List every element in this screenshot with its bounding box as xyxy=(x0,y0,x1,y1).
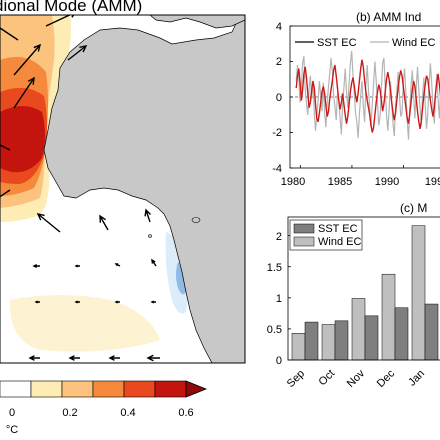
monthly-legend-sst: SST EC xyxy=(318,223,358,235)
legend-sst-bar-swatch xyxy=(293,223,315,234)
index-ytick-0: 4 xyxy=(276,21,282,33)
colorbar-tick-2: 0.4 xyxy=(120,407,135,419)
wind-arrow-19 xyxy=(68,355,80,361)
colorbar-box-4 xyxy=(123,380,156,398)
wind-vectors xyxy=(0,15,160,362)
wind-arrow-4 xyxy=(0,189,11,198)
wind-arrow-0 xyxy=(0,27,19,41)
colorbar-extend-arrow xyxy=(185,380,208,398)
wind-arrow-14 xyxy=(34,300,40,304)
wind-arrow-12 xyxy=(114,263,121,267)
wind-arrow-7 xyxy=(36,213,61,233)
colorbar-unit: °C xyxy=(6,424,18,436)
wind-arrow-20 xyxy=(108,355,120,361)
monthly-ytick-0: 0 xyxy=(276,355,282,367)
sst-patch-south xyxy=(9,295,160,352)
colorbar-tick-0: 0 xyxy=(9,407,15,419)
monthly-title: (c) M xyxy=(400,201,427,215)
monthly-xtick-jan: Jan xyxy=(406,368,427,389)
bar-sst-sep xyxy=(304,321,319,361)
monthly-xtick-dec: Dec xyxy=(375,367,398,390)
index-title: (b) AMM Ind xyxy=(356,10,421,24)
bar-sst-oct xyxy=(334,320,349,361)
index-xtick-2: 1990 xyxy=(375,176,399,188)
wind-arrow-17 xyxy=(150,300,156,304)
wind-arrow-10 xyxy=(32,264,40,268)
index-xtick-1: 1985 xyxy=(328,176,352,188)
monthly-xtick-nov: Nov xyxy=(345,367,368,390)
colorbar: 0 0.2 0.4 0.6 °C xyxy=(0,380,208,436)
sst-ec-line xyxy=(295,59,440,133)
map-title: dional Mode (AMM) xyxy=(0,0,142,15)
monthly-ytick-2: 1 xyxy=(276,293,282,305)
index-panel: (b) AMM Ind SST EC Wind EC 4 2 0 -2 -4 1… xyxy=(272,10,440,188)
monthly-legend-wind: Wind EC xyxy=(318,236,361,248)
colorbar-box-0 xyxy=(0,380,32,398)
colorbar-tick-1: 0.2 xyxy=(62,407,77,419)
monthly-xtick-sep: Sep xyxy=(285,368,307,390)
index-ytick-4: -4 xyxy=(272,163,282,175)
legend-wind-label: Wind EC xyxy=(392,37,435,49)
wind-ec-line xyxy=(295,50,440,140)
colorbar-box-5 xyxy=(154,380,187,398)
wind-arrow-8 xyxy=(99,214,109,231)
colorbar-box-1 xyxy=(30,380,63,398)
bar-wind-sep xyxy=(291,333,306,361)
bar-sst-dec xyxy=(394,307,409,361)
legend-sst-label: SST EC xyxy=(317,37,357,49)
land-africa xyxy=(43,15,245,363)
monthly-xtick-oct: Oct xyxy=(317,368,338,389)
monthly-legend: SST EC Wind EC xyxy=(289,219,363,251)
bar-wind-jan xyxy=(411,225,426,361)
index-legend: SST EC Wind EC xyxy=(295,37,435,49)
map-panel: dional Mode (AMM) 0 0.2 0.4 0.6 °C xyxy=(0,0,246,436)
monthly-ytick-3: 1.5 xyxy=(267,262,282,274)
monthly-ytick-1: 0.5 xyxy=(267,324,282,336)
negative-anomaly-core xyxy=(176,262,186,295)
bar-sst-jan xyxy=(424,303,439,361)
wind-arrow-18 xyxy=(28,355,40,361)
index-ytick-1: 2 xyxy=(276,56,282,68)
index-ytick-2: 0 xyxy=(276,92,282,104)
index-frame xyxy=(289,25,440,169)
island-bioko xyxy=(191,217,201,223)
bar-wind-oct xyxy=(321,324,336,361)
monthly-ytick-4: 2 xyxy=(276,231,282,243)
wind-arrow-21 xyxy=(146,354,160,362)
wind-arrow-1 xyxy=(13,43,42,76)
colorbar-box-3 xyxy=(92,380,125,398)
monthly-panel: (c) M SST EC Wind EC 0 0.5 1 1.5 2 Sep Oc… xyxy=(267,201,440,390)
bar-wind-dec xyxy=(381,273,396,361)
map-frame xyxy=(0,14,246,364)
index-ytick-3: -2 xyxy=(272,127,282,139)
wind-arrow-13 xyxy=(151,258,157,267)
legend-wind-bar-swatch xyxy=(293,236,315,247)
colorbar-box-2 xyxy=(61,380,94,398)
wind-arrow-15 xyxy=(74,300,80,304)
island-sao-tome xyxy=(148,234,152,238)
land-europe xyxy=(149,15,245,29)
wind-arrow-3 xyxy=(0,144,11,151)
bar-sst-nov xyxy=(364,315,379,361)
sst-contour-0-5 xyxy=(0,106,45,173)
wind-arrow-6 xyxy=(67,45,88,61)
wind-arrow-2 xyxy=(13,76,35,109)
index-xtick-0: 1980 xyxy=(281,176,305,188)
wind-arrow-5 xyxy=(45,15,75,27)
wind-arrow-16 xyxy=(114,300,120,304)
colorbar-tick-3: 0.6 xyxy=(178,407,193,419)
wind-arrow-11 xyxy=(74,264,80,268)
index-xtick-3: 199 xyxy=(425,176,440,188)
bar-wind-nov xyxy=(351,298,366,361)
monthly-frame xyxy=(287,216,440,361)
wind-arrow-9 xyxy=(144,208,151,223)
